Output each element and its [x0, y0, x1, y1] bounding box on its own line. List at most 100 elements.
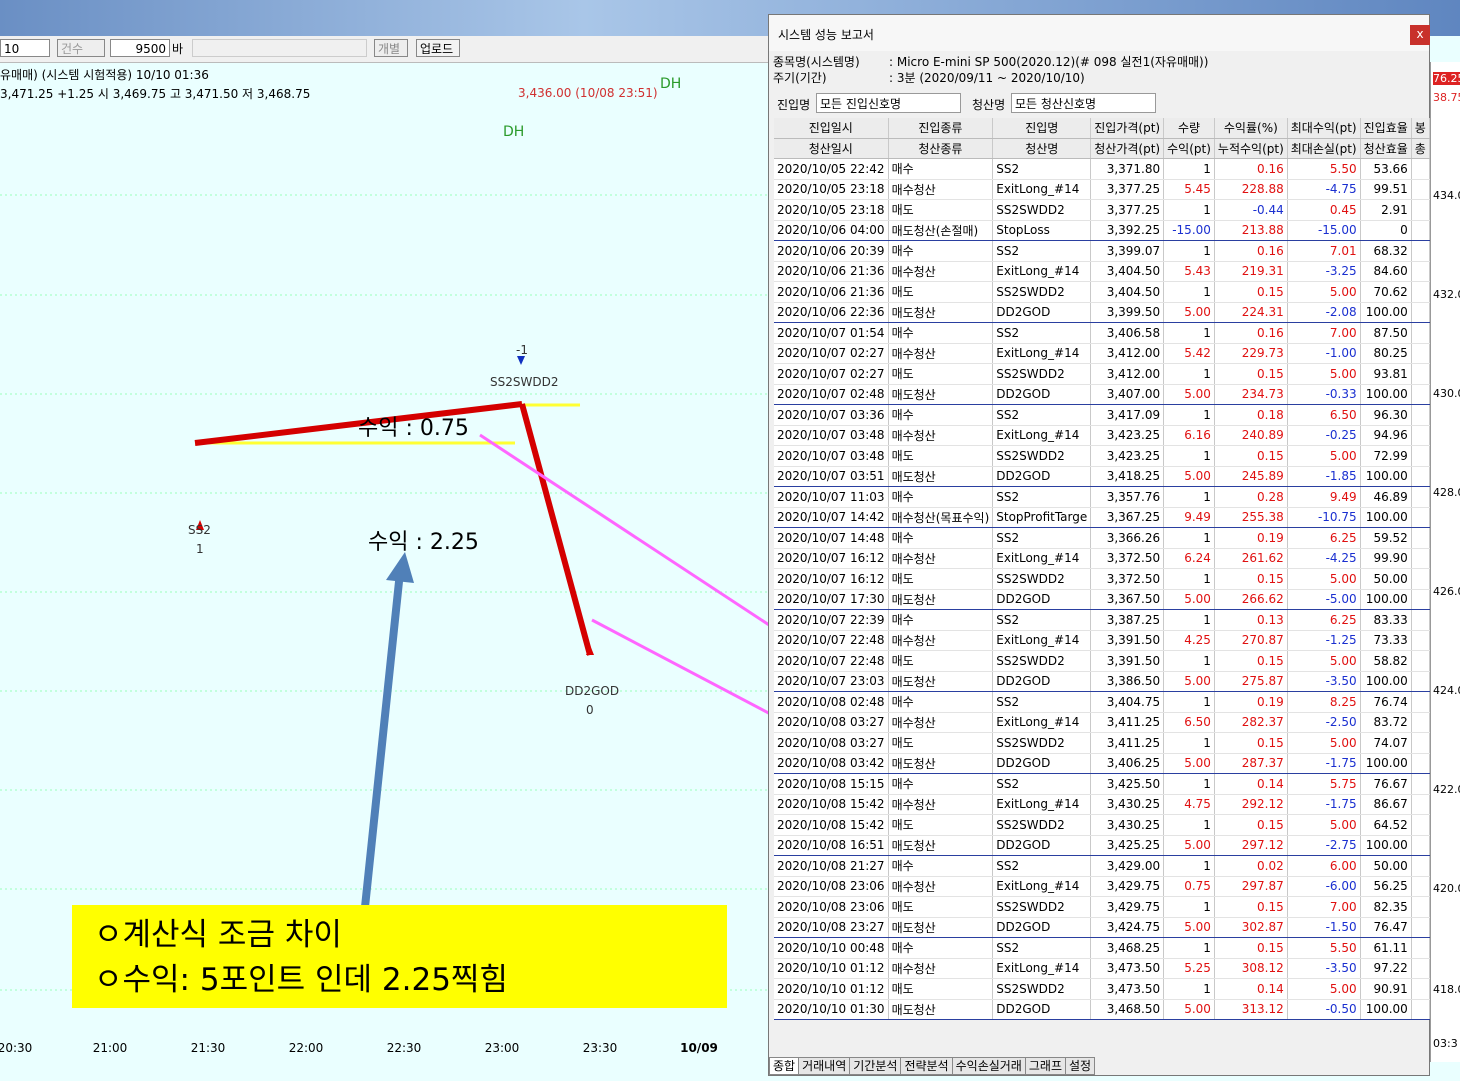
trade-cell: 매수청산	[888, 876, 994, 897]
exit-filter[interactable]: 모든 청산신호명	[1011, 93, 1156, 113]
tab[interactable]: 거래내역	[798, 1057, 851, 1075]
trade-row: 2020/10/08 03:27 매수청산 ExitLong_#14 3,411.25…	[774, 712, 1430, 733]
trade-row: 2020/10/08 23:27 매도청산 DD2GOD 3,424.75 5.00 30…	[774, 917, 1430, 938]
tab[interactable]: 전략분석	[900, 1057, 953, 1075]
trade-row: 2020/10/10 01:30 매도청산 DD2GOD 3,468.50 5.00 31…	[774, 999, 1430, 1020]
trade-cell: 100.00	[1360, 589, 1412, 610]
trade-cell: SS2SWDD2	[992, 281, 1092, 303]
trade-cell: 1	[1163, 978, 1215, 1000]
trade-cell: DD2GOD	[992, 671, 1092, 692]
tab[interactable]: 종합	[769, 1057, 800, 1075]
trade-cell: DD2GOD	[992, 384, 1092, 405]
marker-label: 1	[196, 542, 204, 556]
trade-cell-cut	[1411, 466, 1430, 487]
trade-cell-cut	[1411, 958, 1430, 979]
trade-cell: 1	[1163, 609, 1215, 631]
trade-cell: SS2SWDD2	[992, 568, 1092, 590]
trade-cell: 5.43	[1163, 261, 1215, 282]
trade-cell: 0.75	[1163, 876, 1215, 897]
trade-cell: ExitLong_#14	[992, 876, 1092, 897]
trade-cell: 4.75	[1163, 794, 1215, 815]
trade-cell: 매도	[888, 363, 994, 385]
trade-cell: 0.02	[1214, 855, 1288, 877]
icon-strip[interactable]	[192, 39, 367, 57]
trade-cell: ExitLong_#14	[992, 712, 1092, 733]
trade-cell-cut	[1411, 363, 1430, 385]
trade-cell: 1	[1163, 814, 1215, 836]
trade-cell: 2020/10/08 15:42	[774, 794, 889, 815]
marker-label: -1	[516, 343, 528, 357]
trade-cell: 96.30	[1360, 404, 1412, 426]
tab[interactable]: 설정	[1064, 1057, 1096, 1075]
trade-row: 2020/10/07 02:48 매도청산 DD2GOD 3,407.00 5.00 23…	[774, 384, 1430, 405]
trade-row: 2020/10/08 03:42 매도청산 DD2GOD 3,406.25 5.00 28…	[774, 753, 1430, 774]
trade-cell: -1.00	[1287, 343, 1361, 364]
marker-label: SS2SWDD2	[490, 375, 558, 389]
tab[interactable]: 기간분석	[849, 1057, 902, 1075]
trade-cell: 3,423.25	[1090, 445, 1165, 467]
trade-cell: 2020/10/07 03:48	[774, 445, 889, 467]
trade-row: 2020/10/07 11:03 매수 SS2 3,357.76 1 0.28 9.49 46…	[774, 486, 1430, 508]
trade-cell: 5.50	[1287, 937, 1361, 959]
trade-cell: 3,377.25	[1090, 199, 1165, 221]
trade-cell: 2020/10/07 22:48	[774, 630, 889, 651]
trade-cell: 1	[1163, 363, 1215, 385]
mode-select[interactable]: 건수	[57, 39, 105, 57]
trade-cell: 2020/10/06 22:36	[774, 302, 889, 323]
trade-cell-cut	[1411, 609, 1430, 631]
trade-cell: 6.24	[1163, 548, 1215, 569]
trade-cell: 1	[1163, 527, 1215, 549]
chart-toolbar: 10 건수 9500 바 개별 업로드	[0, 36, 770, 63]
upload-button[interactable]: 업로드	[416, 39, 460, 57]
time-tick-label: 22:30	[387, 1041, 422, 1055]
trade-row: 2020/10/07 17:30 매도청산 DD2GOD 3,367.50 5.00 26…	[774, 589, 1430, 610]
trade-cell: 매도	[888, 568, 994, 590]
header-row: 진입일시 진입종류 진입명 진입가격(pt) 수량 수익률(%) 최대수익(pt) 진입효율 봉	[774, 118, 1430, 139]
trade-cell-cut	[1411, 220, 1430, 241]
trade-cell-cut	[1411, 814, 1430, 836]
trade-cell: 100.00	[1360, 753, 1412, 774]
header-cell: 수익률(%)	[1214, 118, 1288, 139]
header-cell: 최대손실(pt)	[1287, 138, 1361, 159]
trade-cell-cut	[1411, 384, 1430, 405]
trade-cell: 76.67	[1360, 773, 1412, 795]
entry-filter[interactable]: 모든 진입신호명	[816, 93, 961, 113]
trade-cell: 3,412.00	[1090, 343, 1165, 364]
trade-cell: 3,404.50	[1090, 281, 1165, 303]
individual-button[interactable]: 개별	[374, 39, 408, 57]
info-label: 종목명(시스템명)	[773, 55, 860, 69]
trade-cell-cut	[1411, 650, 1430, 672]
trade-row: 2020/10/05 22:42 매수 SS2 3,371.80 1 0.16 5.50 53…	[774, 158, 1430, 180]
close-button[interactable]: x	[1410, 25, 1430, 45]
trade-cell: 5.50	[1287, 158, 1361, 180]
trade-cell-cut	[1411, 999, 1430, 1020]
trade-cell: 3,417.09	[1090, 404, 1165, 426]
trade-cell: 100.00	[1360, 835, 1412, 856]
price-tick-label: 428.00	[1433, 486, 1460, 499]
trade-cell: 99.51	[1360, 179, 1412, 200]
time-tick-label: 20:30	[0, 1041, 32, 1055]
trade-cell: 매도청산	[888, 384, 994, 405]
count-select[interactable]: 10	[0, 39, 50, 57]
trade-cell: SS2	[992, 322, 1092, 344]
trade-cell: 3,468.25	[1090, 937, 1165, 959]
bars-input[interactable]: 9500	[110, 39, 170, 57]
header-cell: 총	[1411, 138, 1430, 159]
trade-cell: 6.16	[1163, 425, 1215, 446]
trade-cell: 0.18	[1214, 404, 1288, 426]
trade-cell: 100.00	[1360, 466, 1412, 487]
header-cell: 청산효율	[1360, 138, 1412, 159]
tab[interactable]: 그래프	[1024, 1057, 1066, 1075]
trade-cell: -15.00	[1287, 220, 1361, 241]
trade-cell: 3,404.50	[1090, 261, 1165, 282]
tab[interactable]: 수익손실거래	[951, 1057, 1026, 1075]
trade-cell: 245.89	[1214, 466, 1288, 487]
trade-cell: -3.50	[1287, 958, 1361, 979]
trade-cell: 3,404.75	[1090, 691, 1165, 713]
trade-cell: 56.25	[1360, 876, 1412, 897]
trade-row: 2020/10/07 01:54 매수 SS2 3,406.58 1 0.16 7.00 87…	[774, 322, 1430, 344]
trade-cell: 5.00	[1163, 466, 1215, 487]
price-tick-label: 38.75	[1433, 91, 1460, 104]
trade-cell: 3,424.75	[1090, 917, 1165, 938]
